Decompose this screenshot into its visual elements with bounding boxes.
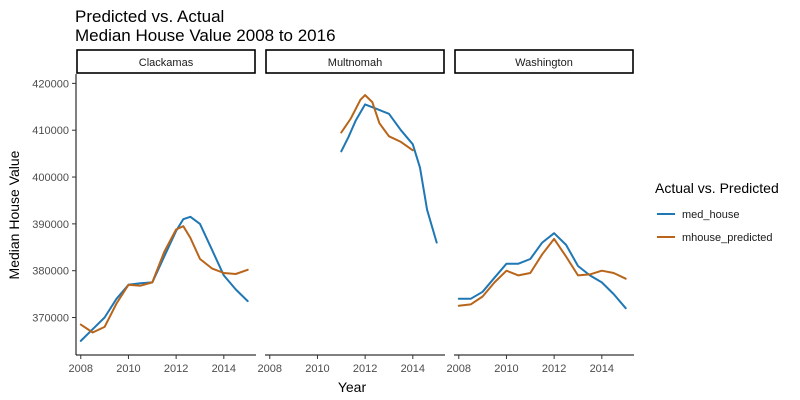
facet-strip bbox=[265, 49, 445, 74]
legend-label: mhouse_predicted bbox=[682, 232, 773, 244]
y-tick-label: 420000 bbox=[32, 78, 69, 90]
series-line-mhouse-predicted bbox=[457, 237, 627, 307]
y-tick-label: 380000 bbox=[32, 266, 69, 278]
y-tick-label: 390000 bbox=[32, 219, 69, 231]
x-tick-label: 2012 bbox=[353, 363, 377, 375]
x-tick-label: 2008 bbox=[447, 363, 471, 375]
x-tick-label: 2008 bbox=[258, 363, 282, 375]
x-tick-label: 2010 bbox=[494, 363, 518, 375]
x-tick-label: 2014 bbox=[212, 363, 236, 375]
facet-clackamas: Clackamas bbox=[76, 49, 256, 342]
facet-washington: Washington bbox=[454, 49, 634, 310]
series-line-mhouse-predicted bbox=[79, 225, 249, 334]
chart-title-line-1: Predicted vs. Actual bbox=[75, 7, 224, 26]
x-axis: 2008 2010 2012 2014 2008 2010 2012 2014 2008 2010… bbox=[69, 354, 634, 375]
x-tick-label: 2008 bbox=[69, 363, 93, 375]
chart-title-line-2: Median House Value 2008 to 2016 bbox=[75, 26, 336, 45]
series-line-mhouse-predicted bbox=[340, 94, 414, 152]
series-line-med-house bbox=[340, 103, 438, 244]
y-axis: 370000 380000 390000 400000 410000 420000 bbox=[32, 74, 77, 355]
x-tick-label: 2010 bbox=[305, 363, 329, 375]
y-tick-label: 400000 bbox=[32, 172, 69, 184]
y-axis-title: Median House Value bbox=[6, 150, 22, 279]
facet-strip-label: Multnomah bbox=[328, 57, 382, 69]
legend-label: med_house bbox=[682, 209, 740, 221]
series-line-med-house bbox=[79, 215, 249, 342]
series-line-med-house bbox=[457, 232, 627, 310]
x-axis-title: Year bbox=[338, 379, 367, 395]
legend-title: Actual vs. Predicted bbox=[655, 180, 779, 196]
legend: Actual vs. Predicted med_house mhouse_pre… bbox=[655, 180, 779, 244]
x-tick-label: 2014 bbox=[590, 363, 614, 375]
facet-strip-label: Clackamas bbox=[139, 57, 194, 69]
y-tick-label: 370000 bbox=[32, 313, 69, 325]
x-tick-label: 2014 bbox=[401, 363, 425, 375]
facet-strip-label: Washington bbox=[515, 57, 573, 69]
x-tick-label: 2012 bbox=[164, 363, 188, 375]
facet-multnomah: Multnomah bbox=[265, 49, 445, 244]
facet-strip bbox=[76, 49, 256, 74]
x-tick-label: 2010 bbox=[116, 363, 140, 375]
y-tick-label: 410000 bbox=[32, 125, 69, 137]
facet-strip bbox=[454, 49, 634, 74]
facet-panels: Clackamas Multnomah Washington bbox=[76, 49, 634, 342]
x-tick-label: 2012 bbox=[542, 363, 566, 375]
